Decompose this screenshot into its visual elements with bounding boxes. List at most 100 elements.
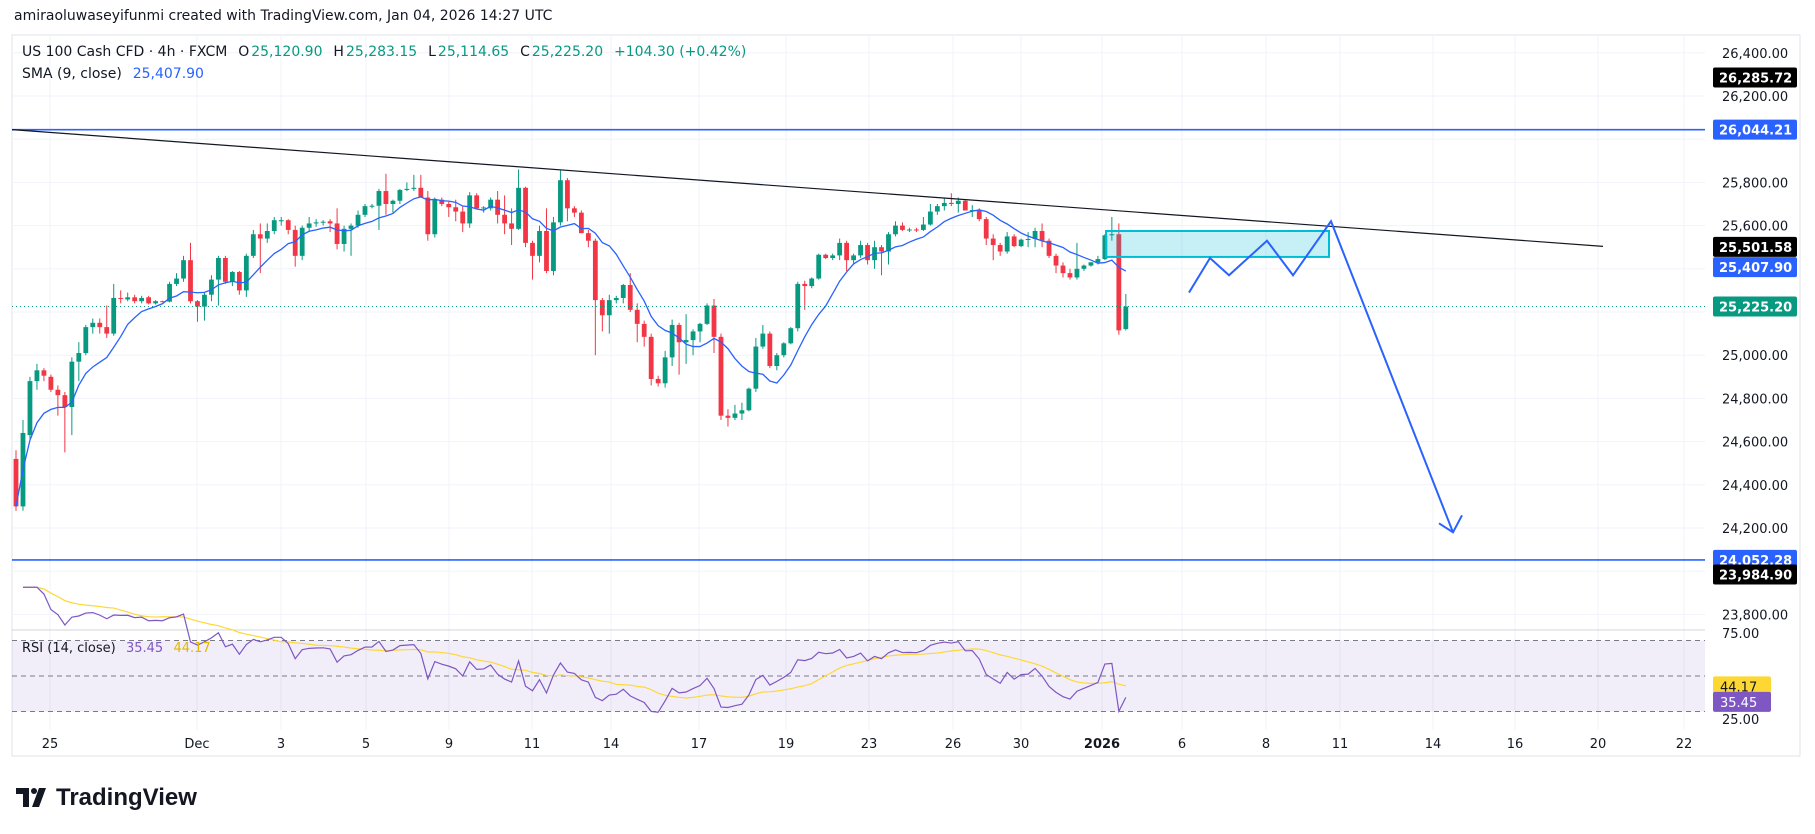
price-tick-label: 26,400.00 <box>1722 47 1788 62</box>
candle <box>209 275 214 302</box>
candle-body <box>879 247 884 252</box>
candle <box>565 178 570 222</box>
symbol-label[interactable]: US 100 Cash CFD · 4h · FXCM <box>22 44 228 60</box>
sma-legend[interactable]: SMA (9, close) 25,407.90 <box>22 66 206 82</box>
candle <box>844 240 850 271</box>
candle-body <box>69 361 75 408</box>
candle <box>1025 232 1031 248</box>
candle <box>655 375 661 387</box>
price-tick-label: 24,400.00 <box>1722 479 1788 494</box>
projection-path <box>1188 219 1454 533</box>
candle-body <box>181 260 186 279</box>
candle-body <box>76 353 82 362</box>
price-label-badge <box>1713 119 1797 140</box>
time-tick-label: 19 <box>778 737 795 752</box>
candle <box>229 270 235 287</box>
candle <box>292 225 298 267</box>
candle-body <box>1095 259 1101 263</box>
candle <box>830 253 836 261</box>
candle-body <box>1060 265 1066 274</box>
candle-body <box>558 180 563 223</box>
candle <box>914 227 919 233</box>
high-value: 25,283.15 <box>345 44 418 60</box>
supply-zone-rectangle <box>1105 230 1330 258</box>
candle <box>927 204 933 226</box>
candle-body <box>753 346 759 389</box>
time-tick-label: 14 <box>1425 737 1442 752</box>
price-label-text: 25,225.20 <box>1719 301 1792 316</box>
candle-body <box>292 229 298 256</box>
candle-body <box>893 225 898 235</box>
candle-body <box>327 221 333 224</box>
candle <box>69 357 75 436</box>
time-tick-label: 22 <box>1676 737 1693 752</box>
candle-body <box>167 283 172 302</box>
candle <box>788 327 794 345</box>
candle-body <box>921 224 926 230</box>
candle-body <box>1123 306 1129 330</box>
candle-body <box>934 206 940 212</box>
horizontal-levels[interactable] <box>12 128 1705 561</box>
time-tick-label: Dec <box>184 737 209 752</box>
drawings[interactable] <box>11 129 1604 534</box>
candle <box>453 199 459 222</box>
candle-body <box>990 238 996 246</box>
rsi-legend[interactable]: RSI (14, close) 35.45 44.17 <box>22 641 213 656</box>
time-axis[interactable]: 25 Dec 3 5 9 11 14 17 19 23 26 30 2026 6 8 11 14 16 20 22 <box>42 737 1693 752</box>
candle-body <box>188 260 193 302</box>
candle <box>606 294 612 334</box>
candle-body <box>250 234 256 256</box>
candle-body <box>704 305 710 324</box>
candle <box>613 295 619 304</box>
candle-body <box>865 245 870 261</box>
rsi-line <box>22 586 1127 714</box>
candle-body <box>299 227 305 256</box>
close-value: 25,225.20 <box>531 44 604 60</box>
candle <box>1046 238 1052 258</box>
candle <box>41 368 47 382</box>
candle <box>243 253 249 297</box>
candle-body <box>997 245 1003 252</box>
candle <box>383 173 389 215</box>
candle-body <box>948 202 954 204</box>
candle <box>523 186 528 248</box>
candle <box>697 322 703 343</box>
candle <box>886 232 891 265</box>
candle <box>55 385 61 416</box>
candle <box>802 280 808 310</box>
candle-body <box>509 223 514 229</box>
candle <box>592 238 598 356</box>
candle-body <box>125 297 131 300</box>
candle <box>641 320 647 347</box>
candle <box>578 210 584 234</box>
candle-body <box>83 327 89 354</box>
tradingview-logo[interactable]: TradingView <box>16 784 197 812</box>
candle-body <box>858 245 863 256</box>
candle-body <box>202 294 207 307</box>
price-tick-label: 24,600.00 <box>1722 436 1788 451</box>
price-label-badge <box>1713 236 1797 257</box>
candle <box>48 374 54 392</box>
price-label-text: 25,501.58 <box>1719 241 1792 256</box>
candle <box>572 206 577 217</box>
candle <box>160 300 165 303</box>
price-axis[interactable]: 26,400.00 26,200.00 25,800.00 25,600.00 25,0… <box>1713 47 1797 728</box>
candle <box>125 292 131 302</box>
candle-body <box>655 378 661 384</box>
candle-body <box>174 278 179 284</box>
candle-body <box>900 225 905 230</box>
candle-body <box>153 301 158 304</box>
candle <box>13 450 19 511</box>
candle-body <box>474 195 480 209</box>
candle <box>195 300 200 322</box>
rsi-label: RSI (14, close) <box>22 641 116 656</box>
candle-body <box>627 285 633 310</box>
candle-body <box>907 229 912 231</box>
candle <box>1032 227 1038 248</box>
candle-body <box>118 297 124 299</box>
time-tick-label: 11 <box>1332 737 1349 752</box>
candle-body <box>146 297 152 304</box>
candle <box>348 223 354 256</box>
candle-body <box>544 231 549 271</box>
